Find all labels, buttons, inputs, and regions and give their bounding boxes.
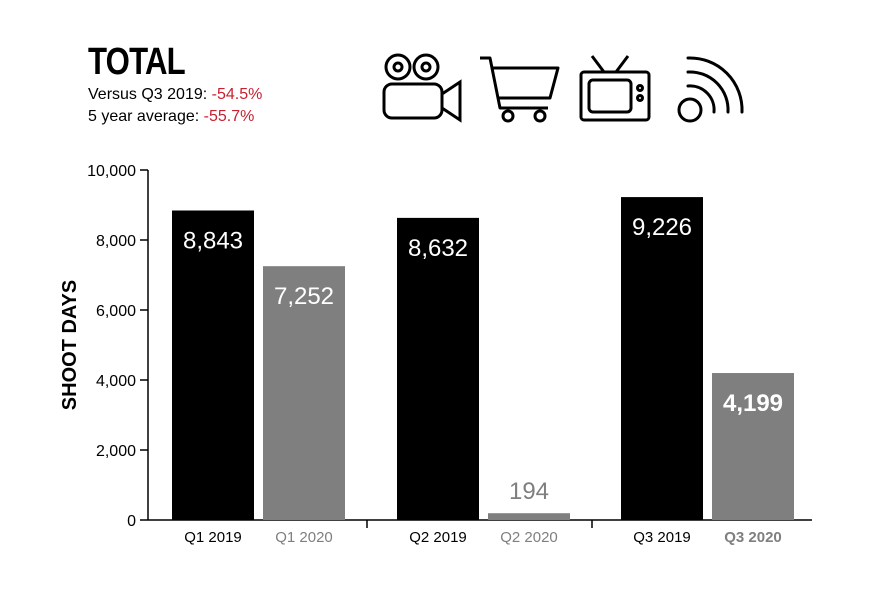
bar <box>621 197 703 520</box>
five-year-average-value: -55.7% <box>203 108 255 125</box>
x-tick-label: Q3 2019 <box>633 529 691 546</box>
bar-value-label: 7,252 <box>274 283 334 310</box>
five-year-average-line: 5 year average: -55.7% <box>88 106 262 128</box>
bar <box>172 210 254 520</box>
versus-q3-2019-value: -54.5% <box>211 86 263 103</box>
bar-value-label: 8,632 <box>408 235 468 262</box>
bar-value-label: 4,199 <box>723 390 783 417</box>
category-icons <box>382 53 744 123</box>
y-tick-label: 2,000 <box>96 443 136 460</box>
five-year-average-label: 5 year average: <box>88 108 204 125</box>
y-tick-label: 4,000 <box>96 373 136 390</box>
versus-q3-2019-label: Versus Q3 2019: <box>88 86 212 103</box>
x-tick-label: Q1 2020 <box>275 529 333 546</box>
bar <box>263 266 345 520</box>
bar-value-label: 194 <box>509 478 549 505</box>
shopping-cart-icon <box>480 56 560 123</box>
bar <box>712 373 794 520</box>
x-tick-label: Q2 2019 <box>409 529 467 546</box>
versus-q3-2019-line: Versus Q3 2019: -54.5% <box>88 84 262 106</box>
bar <box>397 217 479 520</box>
y-tick-label: 8,000 <box>96 233 136 250</box>
chart-header: TOTAL Versus Q3 2019: -54.5% 5 year aver… <box>88 40 262 128</box>
chart-title: TOTAL <box>88 41 186 83</box>
y-tick-label: 0 <box>127 513 136 530</box>
movie-camera-icon <box>382 53 462 123</box>
bar <box>488 513 570 520</box>
x-tick-label: Q3 2020 <box>724 529 782 546</box>
bar-value-label: 9,226 <box>632 214 692 241</box>
x-tick-label: Q2 2020 <box>500 529 558 546</box>
y-tick-label: 6,000 <box>96 303 136 320</box>
television-icon <box>579 55 651 122</box>
y-axis-title: SHOOT DAYS <box>59 280 81 410</box>
broadcast-signal-icon <box>677 56 744 123</box>
bar-value-label: 8,843 <box>183 227 243 254</box>
y-tick-label: 10,000 <box>87 163 136 180</box>
x-tick-label: Q1 2019 <box>184 529 242 546</box>
